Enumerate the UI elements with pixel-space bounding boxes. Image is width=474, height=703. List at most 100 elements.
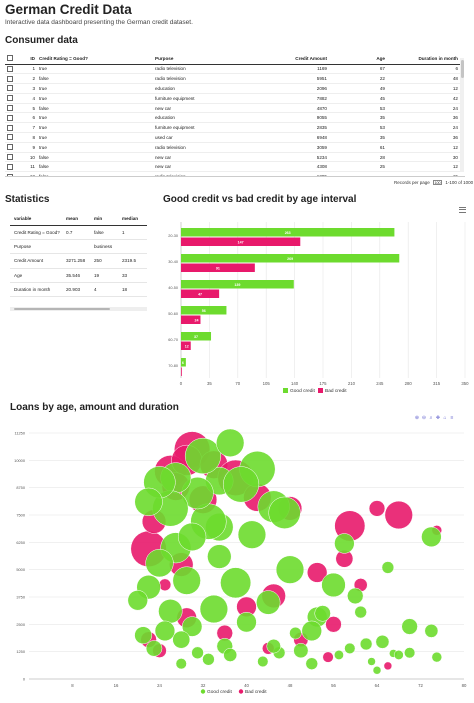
table-row[interactable]: 8 true used car 6948 35 36 xyxy=(5,132,460,143)
table-row[interactable]: 6 true education 9055 35 36 xyxy=(5,112,460,124)
row-checkbox-cell[interactable] xyxy=(5,122,19,134)
bar-category-label: 60-70 xyxy=(168,338,178,342)
stats-median: 33 xyxy=(118,268,147,284)
scatter-point xyxy=(202,653,215,666)
table-scrollbar-thumb[interactable] xyxy=(460,60,464,78)
row-checkbox-cell[interactable] xyxy=(5,152,19,163)
scatter-point xyxy=(424,624,439,638)
zoom-select-icon[interactable]: ⌕ xyxy=(429,415,433,421)
column-header-credit-rating[interactable]: Credit Rating = Good? xyxy=(37,53,153,65)
column-header-id[interactable]: ID xyxy=(19,53,37,65)
table-row[interactable]: 3 true education 2096 49 12 xyxy=(5,83,460,94)
select-all-checkbox[interactable] xyxy=(7,55,13,62)
row-checkbox[interactable] xyxy=(7,154,13,161)
table-row[interactable]: 2 false radio television 5951 22 48 xyxy=(5,73,460,85)
row-checkbox[interactable] xyxy=(7,124,13,131)
stats-col-variable: variable xyxy=(10,213,62,226)
cell-credit-amount: 7882 xyxy=(261,93,329,104)
scatter-point xyxy=(172,630,191,649)
row-checkbox[interactable] xyxy=(7,85,13,92)
scatter-point xyxy=(384,500,413,530)
stats-scrollbar-thumb[interactable] xyxy=(14,308,110,310)
table-row[interactable]: 1 true radio television 1169 67 6 xyxy=(5,64,460,75)
cell-credit-rating: true xyxy=(37,93,153,104)
bar-mark xyxy=(181,237,301,246)
scatter-point xyxy=(334,510,366,542)
scatter-point xyxy=(154,620,176,642)
cell-purpose: radio television xyxy=(153,171,261,176)
scatter-y-tick-label: 11250 xyxy=(14,431,25,436)
chart-menu-icon[interactable] xyxy=(459,207,466,213)
cell-age: 28 xyxy=(329,152,387,163)
bar-category-label: 50-60 xyxy=(168,312,178,316)
cell-id: 3 xyxy=(19,83,37,94)
row-checkbox-cell[interactable] xyxy=(5,64,19,75)
table-row[interactable]: 7 true furniture equipment 2835 53 24 xyxy=(5,122,460,134)
row-checkbox[interactable] xyxy=(7,105,13,112)
bar-data-label: 269 xyxy=(287,257,293,261)
table-row[interactable]: 12 false radio television 1295 15 xyxy=(5,171,460,176)
row-checkbox-cell[interactable] xyxy=(5,73,19,85)
cell-duration: 15 xyxy=(387,171,460,176)
table-scrollbar[interactable] xyxy=(460,58,464,172)
column-header-duration[interactable]: Duration in month xyxy=(387,53,460,65)
bar-mark xyxy=(181,228,395,237)
scatter-x-tick-label: 64 xyxy=(375,683,380,688)
select-all-header[interactable] xyxy=(5,53,19,65)
stats-variable: Credit Amount xyxy=(10,253,62,269)
scatter-x-tick-label: 8 xyxy=(71,683,74,688)
row-checkbox-cell[interactable] xyxy=(5,132,19,143)
row-checkbox[interactable] xyxy=(7,173,13,176)
table-row[interactable]: 11 false new car 4308 25 12 xyxy=(5,161,460,173)
row-checkbox-cell[interactable] xyxy=(5,83,19,94)
cell-id: 8 xyxy=(19,132,37,143)
stats-mean xyxy=(62,239,90,255)
column-header-credit-amount[interactable]: Credit Amount xyxy=(261,53,329,65)
cell-id: 7 xyxy=(19,122,37,134)
bar-category-label: 70-80 xyxy=(168,364,178,368)
column-header-age[interactable]: Age xyxy=(329,53,387,65)
row-checkbox-cell[interactable] xyxy=(5,142,19,153)
scatter-point xyxy=(301,620,322,642)
scatter-point xyxy=(176,607,197,628)
table-row[interactable]: 9 true radio television 3059 61 12 xyxy=(5,142,460,153)
row-checkbox[interactable] xyxy=(7,65,13,72)
table-row[interactable]: 10 false new car 5234 28 30 xyxy=(5,152,460,163)
stats-scrollbar[interactable] xyxy=(10,307,147,311)
zoom-in-icon[interactable]: ⊕ xyxy=(414,415,420,421)
cell-duration: 36 xyxy=(387,112,460,124)
zoom-out-icon[interactable]: ⊖ xyxy=(421,415,427,421)
row-checkbox[interactable] xyxy=(7,144,13,151)
records-per-page-label: Records per page xyxy=(394,180,430,185)
pan-icon[interactable]: ✥ xyxy=(435,415,441,421)
cell-duration: 12 xyxy=(387,83,460,94)
stats-row: Duration in month 20.903 4 18 xyxy=(10,282,147,298)
table-row[interactable]: 5 false new car 4870 53 24 xyxy=(5,103,460,114)
scatter-point xyxy=(174,431,211,468)
scatter-point xyxy=(140,631,157,648)
scatter-y-tick-label: 5000 xyxy=(16,567,25,572)
cell-age: 25 xyxy=(329,161,387,173)
row-checkbox[interactable] xyxy=(7,114,13,121)
row-checkbox-cell[interactable] xyxy=(5,103,19,114)
row-checkbox-cell[interactable] xyxy=(5,112,19,124)
row-checkbox[interactable] xyxy=(7,95,13,102)
row-checkbox[interactable] xyxy=(7,134,13,141)
row-checkbox-cell[interactable] xyxy=(5,161,19,173)
scatter-point xyxy=(145,548,174,578)
home-icon[interactable]: ⌂ xyxy=(443,415,447,421)
scatter-point xyxy=(393,650,404,660)
table-row[interactable]: 4 true furniture equipment 7882 45 42 xyxy=(5,93,460,104)
stats-median: 1 xyxy=(118,225,147,240)
page-size-select[interactable]: 100 xyxy=(433,180,443,186)
menu-icon[interactable]: ≡ xyxy=(450,415,454,421)
stats-row: Credit Rating = Good? 0.7 false 1 xyxy=(10,225,147,240)
row-checkbox-cell[interactable] xyxy=(5,93,19,104)
cell-credit-amount: 2835 xyxy=(261,122,329,134)
row-checkbox-cell[interactable] xyxy=(5,171,19,176)
stats-mean: 0.7 xyxy=(62,225,90,240)
row-checkbox[interactable] xyxy=(7,163,13,170)
column-header-purpose[interactable]: Purpose xyxy=(153,53,261,65)
cell-id: 9 xyxy=(19,142,37,153)
row-checkbox[interactable] xyxy=(7,75,13,82)
